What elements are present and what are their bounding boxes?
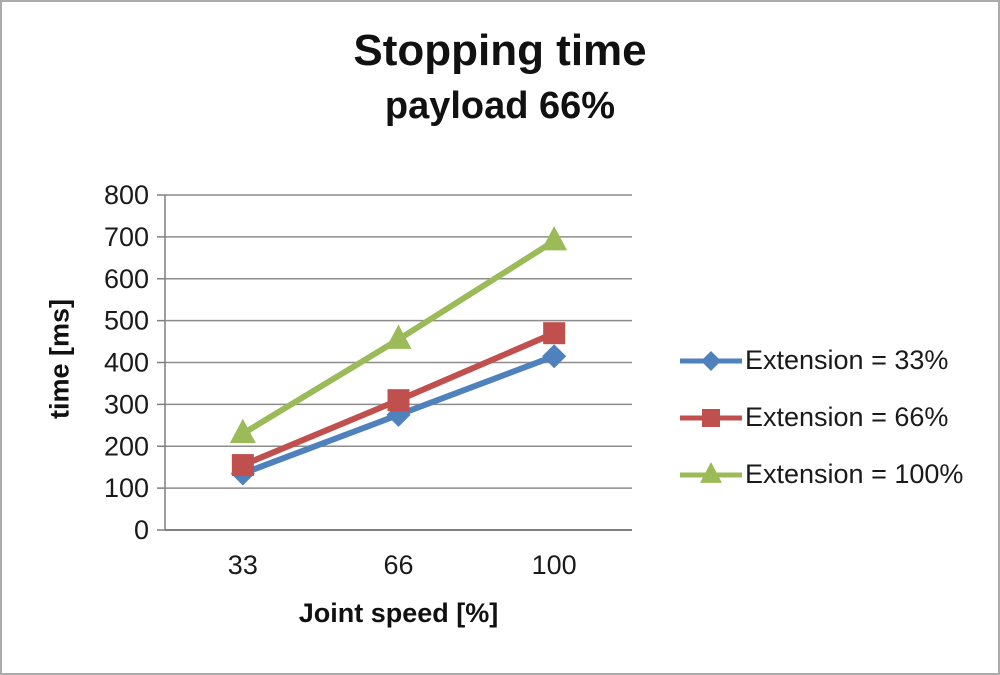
chart-title: Stopping time bbox=[353, 26, 647, 75]
legend-label: Extension = 100% bbox=[745, 459, 964, 489]
title-block: Stopping time payload 66% bbox=[2, 26, 998, 128]
data-point-marker bbox=[542, 344, 567, 369]
data-point-marker bbox=[543, 322, 566, 345]
axes bbox=[157, 194, 632, 531]
series-extension-100- bbox=[229, 226, 568, 444]
legend-marker bbox=[700, 461, 722, 483]
legend-label: Extension = 33% bbox=[745, 345, 949, 375]
data-point-marker bbox=[541, 226, 568, 251]
y-tick-label: 700 bbox=[104, 222, 149, 252]
y-tick-label: 800 bbox=[104, 180, 149, 210]
data-point-marker bbox=[231, 454, 254, 477]
data-point-marker bbox=[387, 389, 410, 412]
tick-labels: 0 100 200 300 400 500 600 700 800 33 66 100 bbox=[104, 180, 577, 580]
legend-marker bbox=[701, 350, 721, 371]
data-point-marker bbox=[385, 324, 412, 349]
series-extension-33- bbox=[230, 344, 567, 486]
x-tick-label: 33 bbox=[228, 550, 258, 580]
y-tick-label: 400 bbox=[104, 348, 149, 378]
x-axis-title: Joint speed [%] bbox=[298, 598, 499, 628]
square-legend-icon bbox=[680, 408, 742, 427]
legend-label: Extension = 66% bbox=[745, 402, 949, 432]
legend: Extension = 33% Extension = 66% Extension … bbox=[678, 332, 963, 503]
gridlines bbox=[165, 194, 632, 531]
y-tick-label: 600 bbox=[104, 264, 149, 294]
y-tick-label: 200 bbox=[104, 431, 149, 461]
diamond-legend-icon bbox=[680, 350, 742, 371]
y-tick-label: 0 bbox=[134, 515, 149, 545]
legend-item: Extension = 33% bbox=[678, 332, 963, 389]
legend-item: Extension = 100% bbox=[678, 446, 963, 503]
y-axis-title-text: time [ms] bbox=[44, 298, 75, 420]
y-tick-label: 300 bbox=[104, 389, 149, 419]
x-tick-label: 100 bbox=[532, 550, 577, 580]
legend-item: Extension = 66% bbox=[678, 389, 963, 446]
series-extension-66- bbox=[231, 322, 566, 477]
chart-subtitle: payload 66% bbox=[384, 84, 616, 127]
data-point-marker bbox=[229, 418, 256, 444]
triangle-legend-icon bbox=[680, 461, 742, 483]
y-tick-label: 500 bbox=[104, 306, 149, 336]
x-tick-label: 66 bbox=[383, 550, 413, 580]
y-tick-label: 100 bbox=[104, 473, 149, 503]
legend-marker bbox=[702, 408, 720, 427]
